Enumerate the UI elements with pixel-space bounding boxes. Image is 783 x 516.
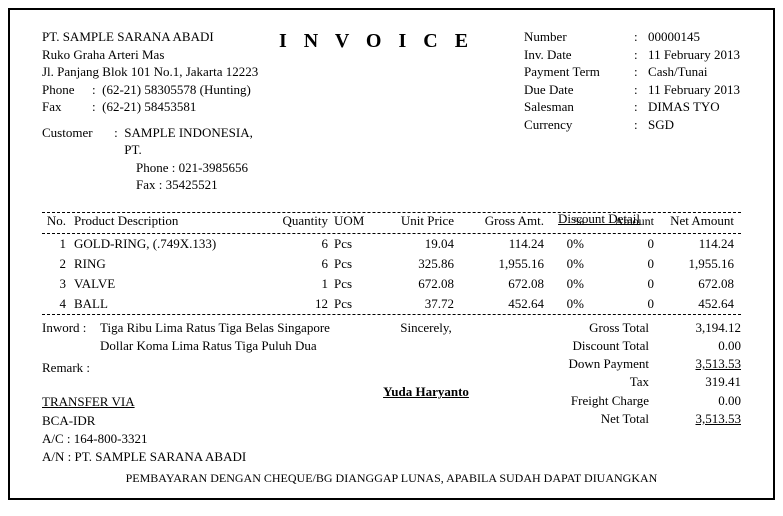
invoice-page: PT. SAMPLE SARANA ABADI Ruko Graha Arter… (8, 8, 775, 500)
company-block: PT. SAMPLE SARANA ABADI Ruko Graha Arter… (42, 28, 259, 194)
divider (42, 314, 741, 315)
signature-name: Yuda Haryanto (351, 383, 501, 401)
freight: 0.00 (661, 392, 741, 410)
transfer-block: TRANSFER VIA BCA-IDR A/C : 164-800-3321 … (42, 393, 351, 466)
customer-contact: Phone : 021-3985656 Fax : 35425521 (42, 159, 259, 194)
inword-text: Tiga Ribu Lima Ratus Tiga Belas Singapor… (100, 319, 351, 355)
inword: Inword : Tiga Ribu Lima Ratus Tiga Belas… (42, 319, 351, 355)
signature-block: Sincerely, Yuda Haryanto (351, 319, 501, 466)
footer-note: PEMBAYARAN DENGAN CHEQUE/BG DIANGGAP LUN… (10, 471, 773, 486)
company-name: PT. SAMPLE SARANA ABADI (42, 28, 259, 46)
down-payment: 3,513.53 (661, 355, 741, 373)
totals-block: Gross Total3,194.12 Discount Total0.00 D… (501, 319, 741, 466)
meta-block: Number:00000145 Inv. Date:11 February 20… (524, 28, 741, 194)
discount-total: 0.00 (661, 337, 741, 355)
table-row: 2RING6Pcs325.861,955.160%01,955.16 (42, 254, 741, 274)
transfer-bank: BCA-IDR (42, 412, 351, 430)
company-addr1: Ruko Graha Arteri Mas (42, 46, 259, 64)
footer-left: Inword : Tiga Ribu Lima Ratus Tiga Belas… (42, 319, 351, 466)
net-total: 3,513.53 (661, 410, 741, 428)
customer-label: Customer (42, 124, 114, 159)
remark-label: Remark : (42, 359, 351, 377)
transfer-title: TRANSFER VIA (42, 393, 351, 411)
table-row: 3VALVE1Pcs672.08672.080%0672.08 (42, 274, 741, 294)
customer-row: Customer : SAMPLE INDONESIA, PT. (42, 124, 259, 159)
transfer-ac: A/C : 164-800-3321 (42, 430, 351, 448)
salesman: DIMAS TYO (648, 98, 720, 116)
line-items-table: Discount Detail No. Product Description … (42, 212, 741, 315)
footer-block: Inword : Tiga Ribu Lima Ratus Tiga Belas… (42, 319, 741, 466)
due-date: 11 February 2013 (648, 81, 740, 99)
company-addr2: Jl. Panjang Blok 101 No.1, Jakarta 12223 (42, 63, 259, 81)
payment-term: Cash/Tunai (648, 63, 707, 81)
customer-name: SAMPLE INDONESIA, PT. (124, 124, 259, 159)
table-row: 1GOLD-RING, (.749X.133)6Pcs19.04114.240%… (42, 234, 741, 254)
table-row: 4BALL12Pcs37.72452.640%0452.64 (42, 294, 741, 314)
tax: 319.41 (661, 373, 741, 391)
inv-date: 11 February 2013 (648, 46, 740, 64)
transfer-an: A/N : PT. SAMPLE SARANA ABADI (42, 448, 351, 466)
invoice-title: I N V O I C E (279, 28, 504, 194)
inv-number: 00000145 (648, 28, 700, 46)
header: PT. SAMPLE SARANA ABADI Ruko Graha Arter… (42, 28, 741, 194)
gross-total: 3,194.12 (661, 319, 741, 337)
company-phone: Phone: (62-21) 58305578 (Hunting) (42, 81, 259, 99)
company-fax: Fax: (62-21) 58453581 (42, 98, 259, 116)
table-header: Discount Detail No. Product Description … (42, 213, 741, 233)
sincerely: Sincerely, (351, 319, 501, 337)
currency: SGD (648, 116, 674, 134)
